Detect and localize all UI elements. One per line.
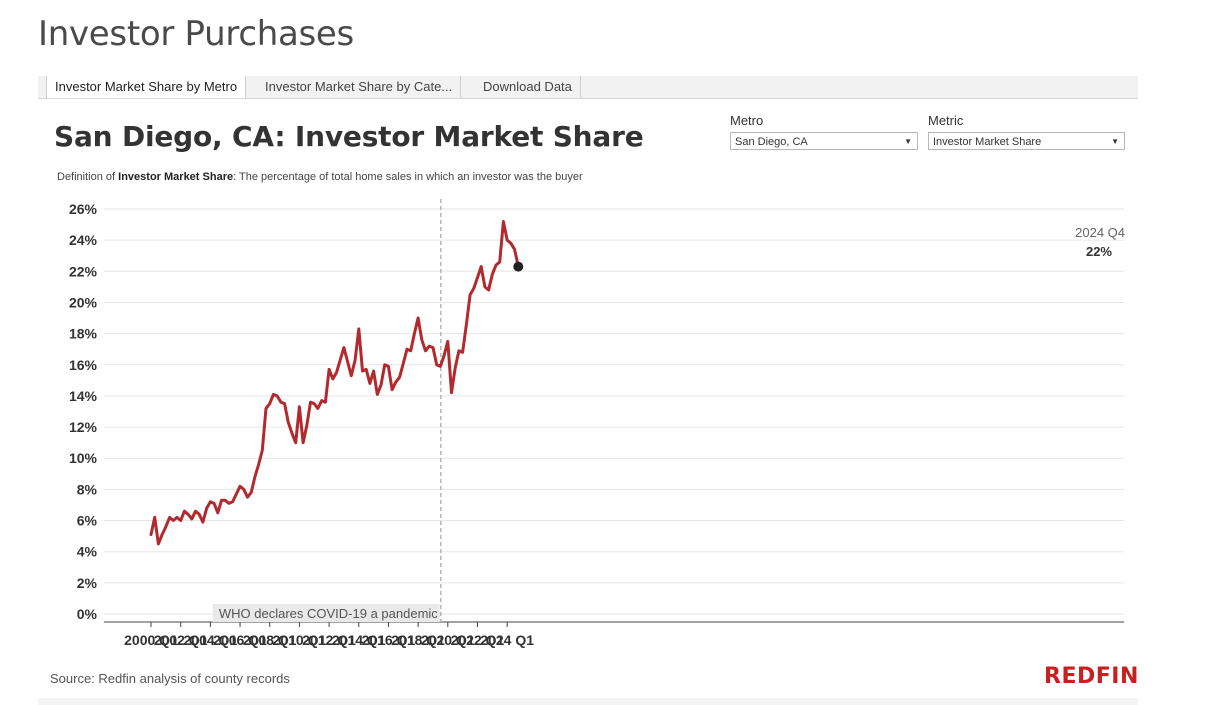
x-tick-label: 2018 Q1: [391, 632, 445, 648]
y-tick-label: 16%: [69, 357, 98, 373]
bottom-divider: [38, 698, 1138, 705]
highlight-period-label: 2024 Q4: [1075, 225, 1125, 240]
annotation-label: WHO declares COVID-19 a pandemic: [219, 606, 438, 621]
metric-label: Metric: [928, 113, 964, 128]
y-tick-label: 10%: [69, 450, 98, 466]
source-note: Source: Redfin analysis of county record…: [50, 671, 290, 686]
page-title: Investor Purchases: [38, 14, 354, 54]
y-tick-label: 2%: [77, 575, 98, 591]
y-tick-label: 4%: [77, 544, 98, 560]
x-tick-label: 2000 Q1: [124, 632, 178, 648]
chart-title: San Diego, CA: Investor Market Share: [54, 120, 644, 153]
line-chart: 0% 2% 4% 6% 8% 10% 12% 14% 16% 18% 20% 22% 24% 26% 200…: [69, 199, 1125, 648]
y-tick-label: 6%: [77, 513, 98, 529]
tab-download-data[interactable]: Download Data: [475, 76, 581, 98]
x-tick-label: 2002 Q1: [154, 632, 208, 648]
metro-select[interactable]: San Diego, CA ▼: [730, 132, 918, 150]
series-line: [149, 220, 520, 546]
x-tick-label: 2024 Q1: [480, 632, 534, 648]
y-tick-label: 18%: [69, 326, 98, 342]
x-tick-label: 2022 Q1: [451, 632, 505, 648]
highlight-value-label: 22%: [1086, 244, 1112, 259]
annotation-box: [212, 604, 440, 622]
chevron-down-icon: ▼: [1111, 137, 1119, 146]
x-tick-label: 2008 Q1: [243, 632, 297, 648]
tab-investor-market-share-by-metro[interactable]: Investor Market Share by Metro: [46, 76, 247, 98]
y-tick-label: 22%: [69, 263, 98, 279]
metric-definition: Definition of Investor Market Share: The…: [57, 171, 583, 183]
x-tick-label: 2020 Q1: [421, 632, 475, 648]
metro-select-value: San Diego, CA: [735, 136, 808, 148]
metro-label: Metro: [730, 113, 764, 128]
tab-investor-market-share-by-category[interactable]: Investor Market Share by Cate...: [257, 76, 462, 98]
x-tick-label: 2010 Q1: [273, 632, 327, 648]
metric-select-value: Investor Market Share: [933, 136, 1042, 148]
y-tick-label: 14%: [69, 388, 98, 404]
y-tick-label: 20%: [69, 294, 98, 310]
y-tick-label: 8%: [77, 481, 98, 497]
x-tick-label: 2014 Q1: [332, 632, 386, 648]
y-tick-label: 26%: [69, 201, 98, 217]
tab-bar: Investor Market Share by Metro Investor …: [38, 76, 1138, 99]
x-tick-label: 2004 Q1: [184, 632, 238, 648]
highlight-point: [513, 261, 524, 272]
x-tick-label: 2006 Q1: [213, 632, 267, 648]
chevron-down-icon: ▼: [904, 137, 912, 146]
x-tick-label: 2016 Q1: [362, 632, 416, 648]
y-tick-label: 0%: [77, 606, 98, 622]
definition-text: : The percentage of total home sales in …: [233, 171, 583, 183]
metric-select[interactable]: Investor Market Share ▼: [928, 132, 1125, 150]
x-tick-label: 2012 Q1: [302, 632, 356, 648]
y-tick-label: 24%: [69, 232, 98, 248]
redfin-logo: REDFIN: [1044, 664, 1139, 689]
definition-prefix: Definition of: [57, 171, 119, 183]
y-tick-label: 12%: [69, 419, 98, 435]
definition-term: Investor Market Share: [118, 171, 234, 183]
